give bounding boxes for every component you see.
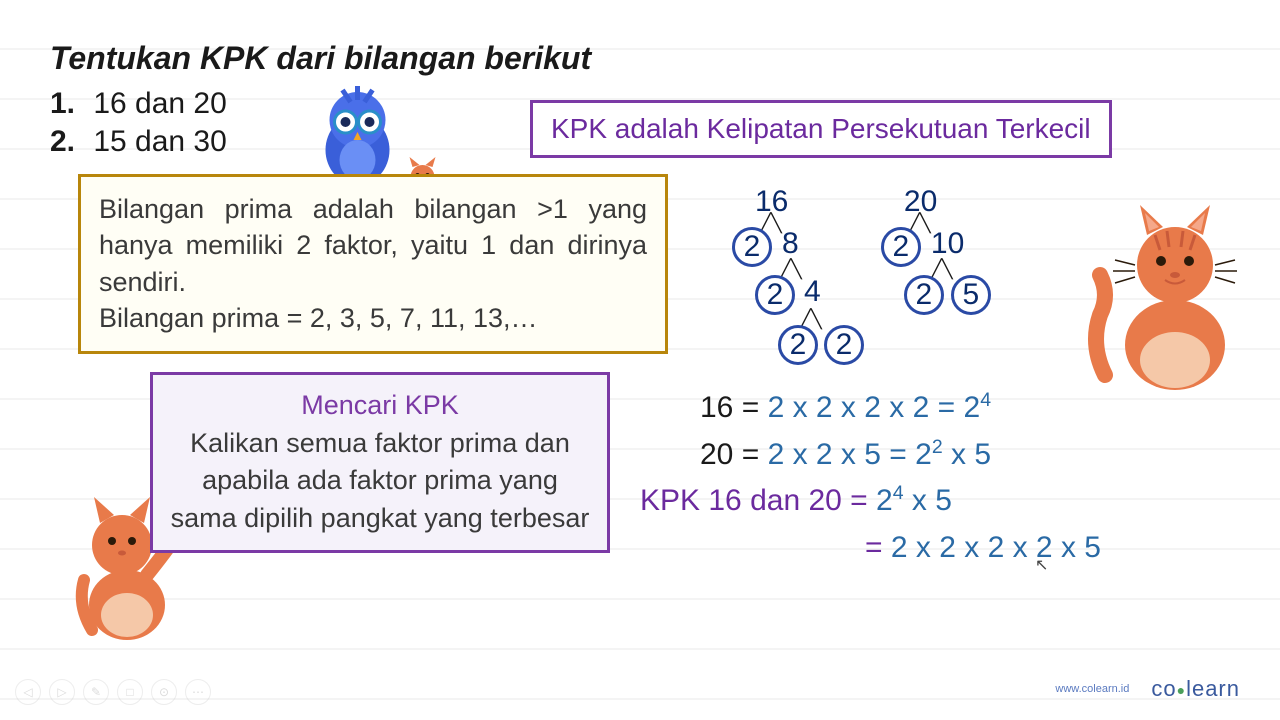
problems-list: 1. 16 dan 20 2. 15 dan 30 (50, 87, 1230, 159)
more-button[interactable]: ⋯ (185, 679, 211, 705)
pen-button[interactable]: ✎ (83, 679, 109, 705)
footer-url: www.colearn.id (1055, 683, 1129, 695)
zoom-button[interactable]: ⊙ (151, 679, 177, 705)
kpk-method-box: Mencari KPK Kalikan semua faktor prima d… (150, 372, 610, 553)
prev-button[interactable]: ◁ (15, 679, 41, 705)
problem-2-num: 2. (50, 125, 85, 159)
problem-1: 1. 16 dan 20 (50, 87, 1230, 121)
player-controls: ◁ ▷ ✎ □ ⊙ ⋯ (15, 679, 211, 705)
next-button[interactable]: ▷ (49, 679, 75, 705)
prime-def-line2: Bilangan prima = 2, 3, 5, 7, 11, 13,… (99, 300, 647, 336)
footer: www.colearn.id co●learn (1055, 676, 1240, 702)
prime-def-line1: Bilangan prima adalah bilangan >1 yang h… (99, 191, 647, 300)
prime-definition-box: Bilangan prima adalah bilangan >1 yang h… (78, 174, 668, 354)
problem-2: 2. 15 dan 30 (50, 125, 1230, 159)
problem-2-text: 15 dan 30 (93, 125, 226, 158)
kpk-method-body: Kalikan semua faktor prima dan apabila a… (169, 425, 591, 538)
logo-dot-icon: ● (1177, 682, 1186, 698)
problem-1-text: 16 dan 20 (93, 87, 226, 120)
main-content: Tentukan KPK dari bilangan berikut 1. 16… (0, 0, 1280, 593)
problem-1-num: 1. (50, 87, 85, 121)
logo-part-b: learn (1186, 676, 1240, 701)
screen-button[interactable]: □ (117, 679, 143, 705)
kpk-method-title: Mencari KPK (169, 387, 591, 425)
page-title: Tentukan KPK dari bilangan berikut (50, 40, 1230, 77)
footer-logo: co●learn (1151, 676, 1240, 702)
logo-part-a: co (1151, 676, 1176, 701)
